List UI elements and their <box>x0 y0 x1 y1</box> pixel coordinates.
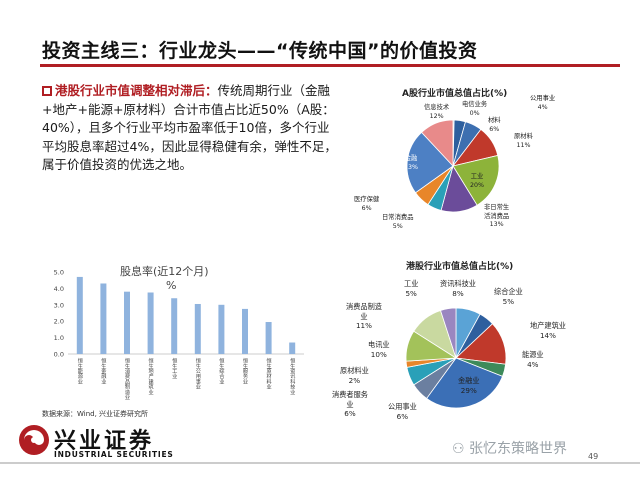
bar-category-label-6: 恒生综合业 <box>218 357 224 385</box>
square-bullet-icon <box>42 86 52 96</box>
bar-6 <box>218 304 225 354</box>
slide-title: 投资主线三：行业龙头——“传统中国”的价值投资 <box>42 40 478 62</box>
bar-ytick-1: 4.0 <box>54 285 64 293</box>
pie-b-label-nengyuan: 能源业 4% <box>522 350 544 369</box>
pie-a-label-gongyong: 公用事业 4% <box>530 95 556 111</box>
pie-a-label-feirichang: 非日常生 活消费品 13% <box>484 204 510 228</box>
pie-b-slice-10 <box>440 307 457 359</box>
bar-category-label-8: 恒生原材料业 <box>266 357 272 390</box>
bar-4 <box>171 298 178 354</box>
pie-b-label-xiaofeipin: 消费品制造业 11% <box>346 302 382 330</box>
bar-category-label-3: 恒生地产建筑业 <box>147 357 153 395</box>
bar-9 <box>289 342 296 354</box>
company-logo-subtitle: INDUSTRIAL SECURITIES <box>54 450 174 459</box>
summary-body: 传统周期行业（金融+地产+能源+原材料）合计市值占比近50%（A股：40%），且… <box>42 83 337 172</box>
pie-b-label-gongyong: 公用事业 6% <box>388 402 417 421</box>
hk-pie-chart <box>405 307 507 409</box>
pie-a-label-gongye: 工业 20% <box>470 173 484 189</box>
footer-divider <box>0 462 640 464</box>
hk-pie-title: 港股行业市值总值占比(%) <box>406 262 514 272</box>
bar-category-label-7: 恒生服务业 <box>242 357 248 385</box>
bar-ytick-5: 0.0 <box>54 351 64 359</box>
dividend-bar-chart: 5.0 4.0 3.0 2.0 1.0 0.0 恒生能源业 恒生金融业 恒生消费品制造业 恒生地产… <box>54 269 304 400</box>
bar-2 <box>124 291 130 354</box>
bar-ytick-4: 1.0 <box>54 334 64 342</box>
page-number: 49 <box>588 452 599 461</box>
bar-category-label-9: 恒生资讯科技业 <box>289 357 295 395</box>
data-source-note: 数据来源：Wind, 兴业证券研究所 <box>42 410 149 418</box>
pie-a-slice-4 <box>452 154 500 206</box>
pie-b-label-jinrong: 金融业 29% <box>458 376 480 395</box>
bar-category-label-0: 恒生能源业 <box>76 357 82 385</box>
company-logo-icon <box>19 425 49 455</box>
pie-b-label-zixun: 资讯科技业 8% <box>440 279 476 298</box>
pie-a-label-richang: 日常消费品 5% <box>382 214 414 230</box>
company-logo-name: 兴业证券 <box>54 428 155 454</box>
summary-paragraph: 港股行业市值调整相对滞后：传统周期行业（金融+地产+能源+原材料）合计市值占比近… <box>42 82 338 175</box>
pie-b-label-yuancailiao: 原材料业 2% <box>340 366 369 385</box>
bar-category-label-4: 恒生工业 <box>171 357 177 380</box>
watermark-text: ⚇ 张忆东策略世界 <box>452 441 568 457</box>
a-share-pie-title: A股行业市值总值占比(%) <box>402 89 508 99</box>
pie-a-label-yuancailiao: 原材料 11% <box>514 133 533 149</box>
pie-a-label-yiliao: 医疗保健 6% <box>354 196 380 212</box>
pie-b-label-dianxun: 电讯业 10% <box>368 340 390 359</box>
bar-3 <box>147 292 154 354</box>
bar-category-label-5: 恒生公用事业 <box>195 357 201 390</box>
dividend-bar-title-unit: % <box>166 279 177 292</box>
bar-0 <box>76 276 83 354</box>
pie-a-label-dianxin: 电信业务 0% <box>462 101 488 117</box>
bar-category-label-1: 恒生金融业 <box>100 357 106 385</box>
a-share-pie-chart <box>406 119 500 213</box>
pie-b-label-dichan: 地产建筑业 14% <box>530 321 566 340</box>
pie-a-label-jinrong: 金融 23% <box>404 155 418 171</box>
pie-a-label-xinxi: 信息技术 12% <box>424 104 450 120</box>
pie-a-slice-8 <box>406 131 454 194</box>
bar-5 <box>194 303 201 354</box>
bar-1 <box>100 283 107 354</box>
dividend-bar-title: 股息率(近12个月) <box>120 265 209 278</box>
pie-b-label-gongye: 工业 5% <box>404 279 419 298</box>
bar-7 <box>242 308 248 354</box>
bar-ytick-3: 2.0 <box>54 318 64 326</box>
pie-b-slice-4 <box>426 357 504 409</box>
bar-8 <box>265 322 272 354</box>
title-divider <box>40 64 620 67</box>
wechat-icon: ⚇ <box>452 441 465 457</box>
pie-b-label-zonghe: 综合企业 5% <box>494 287 523 306</box>
bar-ytick-0: 5.0 <box>54 269 64 277</box>
summary-highlight: 港股行业市值调整相对滞后： <box>55 83 218 98</box>
pie-a-label-cailiao: 材料 6% <box>488 117 501 133</box>
pie-a-slice-9 <box>421 119 454 168</box>
bar-ytick-2: 3.0 <box>54 301 64 309</box>
bar-category-label-2: 恒生消费品制造业 <box>124 357 130 400</box>
pie-b-label-xiaofeifuwu: 消费者服务业 6% <box>332 390 368 418</box>
